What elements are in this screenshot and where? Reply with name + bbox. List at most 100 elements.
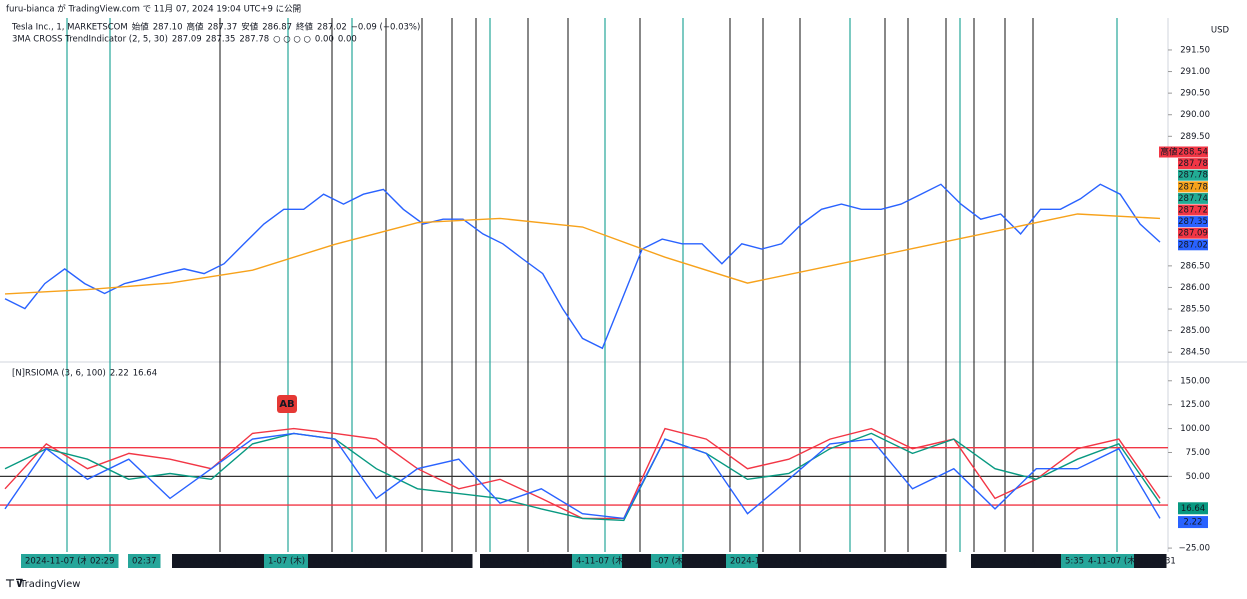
time-label-bg	[372, 554, 405, 568]
time-label: -07 (木)	[655, 556, 687, 567]
time-label-bg	[172, 554, 248, 568]
time-label-bg	[86, 554, 119, 568]
value-tag-bg	[1178, 502, 1208, 515]
legend-text: 始値	[132, 22, 150, 33]
time-label-bg	[264, 554, 310, 568]
badge: AB	[279, 399, 294, 410]
badge-bg	[277, 395, 297, 413]
legend-text: 0.00	[315, 35, 334, 45]
value-tag: 2.22	[1184, 518, 1203, 528]
legend-text: 287.10	[153, 23, 183, 33]
price-label-bg	[1178, 227, 1208, 239]
price-label-bg	[1178, 239, 1208, 251]
price-label: 287.78	[1178, 159, 1208, 169]
time-label-bg	[622, 554, 655, 568]
currency: USD	[1211, 26, 1230, 36]
time-label: 04:12	[626, 557, 651, 567]
time-label: 03:37	[444, 557, 469, 567]
time-label: 05:50	[1138, 557, 1163, 567]
time-label-bg	[1036, 554, 1069, 568]
time-label: 2024-11-07 (木)	[762, 556, 829, 567]
legend-text: 2.22	[110, 369, 129, 379]
legend-text: 287.37	[208, 23, 238, 33]
series-line	[4, 183, 1161, 350]
y-tick-label: 75.00	[1186, 448, 1210, 458]
time-label-bg	[308, 554, 384, 568]
price-label-bg	[1178, 192, 1208, 204]
price-label: 287.35	[1178, 217, 1208, 227]
y-tick-label: 291.50	[1180, 45, 1210, 55]
time-label: 2024-11-07 (木)	[312, 556, 379, 567]
y-tick-label: 286.00	[1180, 283, 1210, 293]
legend-text: 終値	[296, 22, 314, 33]
price-label: 288.54	[1178, 148, 1208, 158]
time-label: 02:29	[90, 557, 115, 567]
y-tick-label: 285.00	[1180, 326, 1210, 336]
y-tick-label: 291.00	[1180, 67, 1210, 77]
y-tick-label: 150.00	[1180, 376, 1210, 386]
y-tick-label: 125.00	[1180, 400, 1210, 410]
time-label: 2024-11-07 (木)	[484, 556, 551, 567]
time-label-bg	[651, 554, 691, 568]
legend-text: 0.00	[338, 35, 357, 45]
time-label: 5:35	[1065, 557, 1084, 567]
high-label: 高値	[1160, 147, 1178, 158]
time-label: 04:50	[826, 557, 851, 567]
time-label: 1-07 (木)	[403, 556, 440, 567]
time-label: 2024-11-07 (木)	[855, 556, 922, 567]
time-label-bg	[572, 554, 632, 568]
time-label-bg	[1061, 554, 1089, 568]
y-tick-label: 289.50	[1180, 132, 1210, 142]
value-tag-bg	[1178, 516, 1208, 529]
legend-text: 高値	[186, 22, 204, 33]
time-label-bg	[399, 554, 445, 568]
time-label-bg	[21, 554, 97, 568]
time-label: 2024-11-0	[686, 557, 730, 567]
time-label: 2024-11-07 (木)	[176, 556, 243, 567]
legend-text: Tesla Inc., 1, MARKETSCOM	[11, 23, 128, 33]
time-label: 05:31	[1040, 557, 1065, 567]
legend-text: ○ ○ ○ ○	[273, 35, 311, 45]
legend-text: 287.09	[172, 35, 202, 45]
time-label: 4-11-07 (木)	[576, 556, 627, 567]
price-label: 287.72	[1178, 206, 1208, 216]
legend-text: 286.87	[262, 23, 292, 33]
footer-brand: TradingView	[19, 579, 80, 590]
time-label-bg	[544, 554, 577, 568]
price-label: 287.78	[1178, 171, 1208, 181]
price-label-bg	[1178, 146, 1208, 158]
time-label: 4-11-07 (木)	[1088, 556, 1139, 567]
time-label-bg	[758, 554, 834, 568]
y-tick-label: 290.00	[1180, 110, 1210, 120]
time-label: 05:08	[918, 557, 943, 567]
time-label-bg	[726, 554, 765, 568]
time-label: 1-07 (木)	[268, 556, 305, 567]
y-tick-label: 290.50	[1180, 89, 1210, 99]
time-label-bg	[971, 554, 1047, 568]
time-axis-end: 31	[1165, 557, 1176, 567]
value-tag: 16.64	[1181, 504, 1205, 514]
price-label-bg	[1178, 204, 1208, 216]
series-line	[4, 213, 1161, 295]
price-label-bg	[1178, 181, 1208, 193]
legend-text: 287.35	[206, 35, 236, 45]
legend-text: 3MA CROSS TrendIndicator (2, 5, 30)	[12, 35, 168, 45]
time-label-bg	[128, 554, 161, 568]
legend-text: −0.09 (−0.03%)	[351, 23, 421, 33]
time-label-bg	[480, 554, 556, 568]
time-label-bg	[851, 554, 927, 568]
legend-text: 安値	[241, 22, 259, 33]
price-label: 287.74	[1178, 194, 1208, 204]
time-label: 2024-11-07 (木)	[975, 556, 1042, 567]
time-label: 2024-1	[730, 557, 760, 567]
y-tick-label: 100.00	[1180, 424, 1210, 434]
brand-logo: ⊤⊽	[5, 577, 24, 590]
series-line	[4, 432, 1161, 522]
time-label-bg	[822, 554, 855, 568]
time-label-bg	[236, 554, 269, 568]
time-label: 02:37	[132, 557, 157, 567]
time-label: 02:58	[240, 557, 265, 567]
price-label: 287.78	[1178, 182, 1208, 192]
price-label-bg	[1178, 169, 1208, 181]
